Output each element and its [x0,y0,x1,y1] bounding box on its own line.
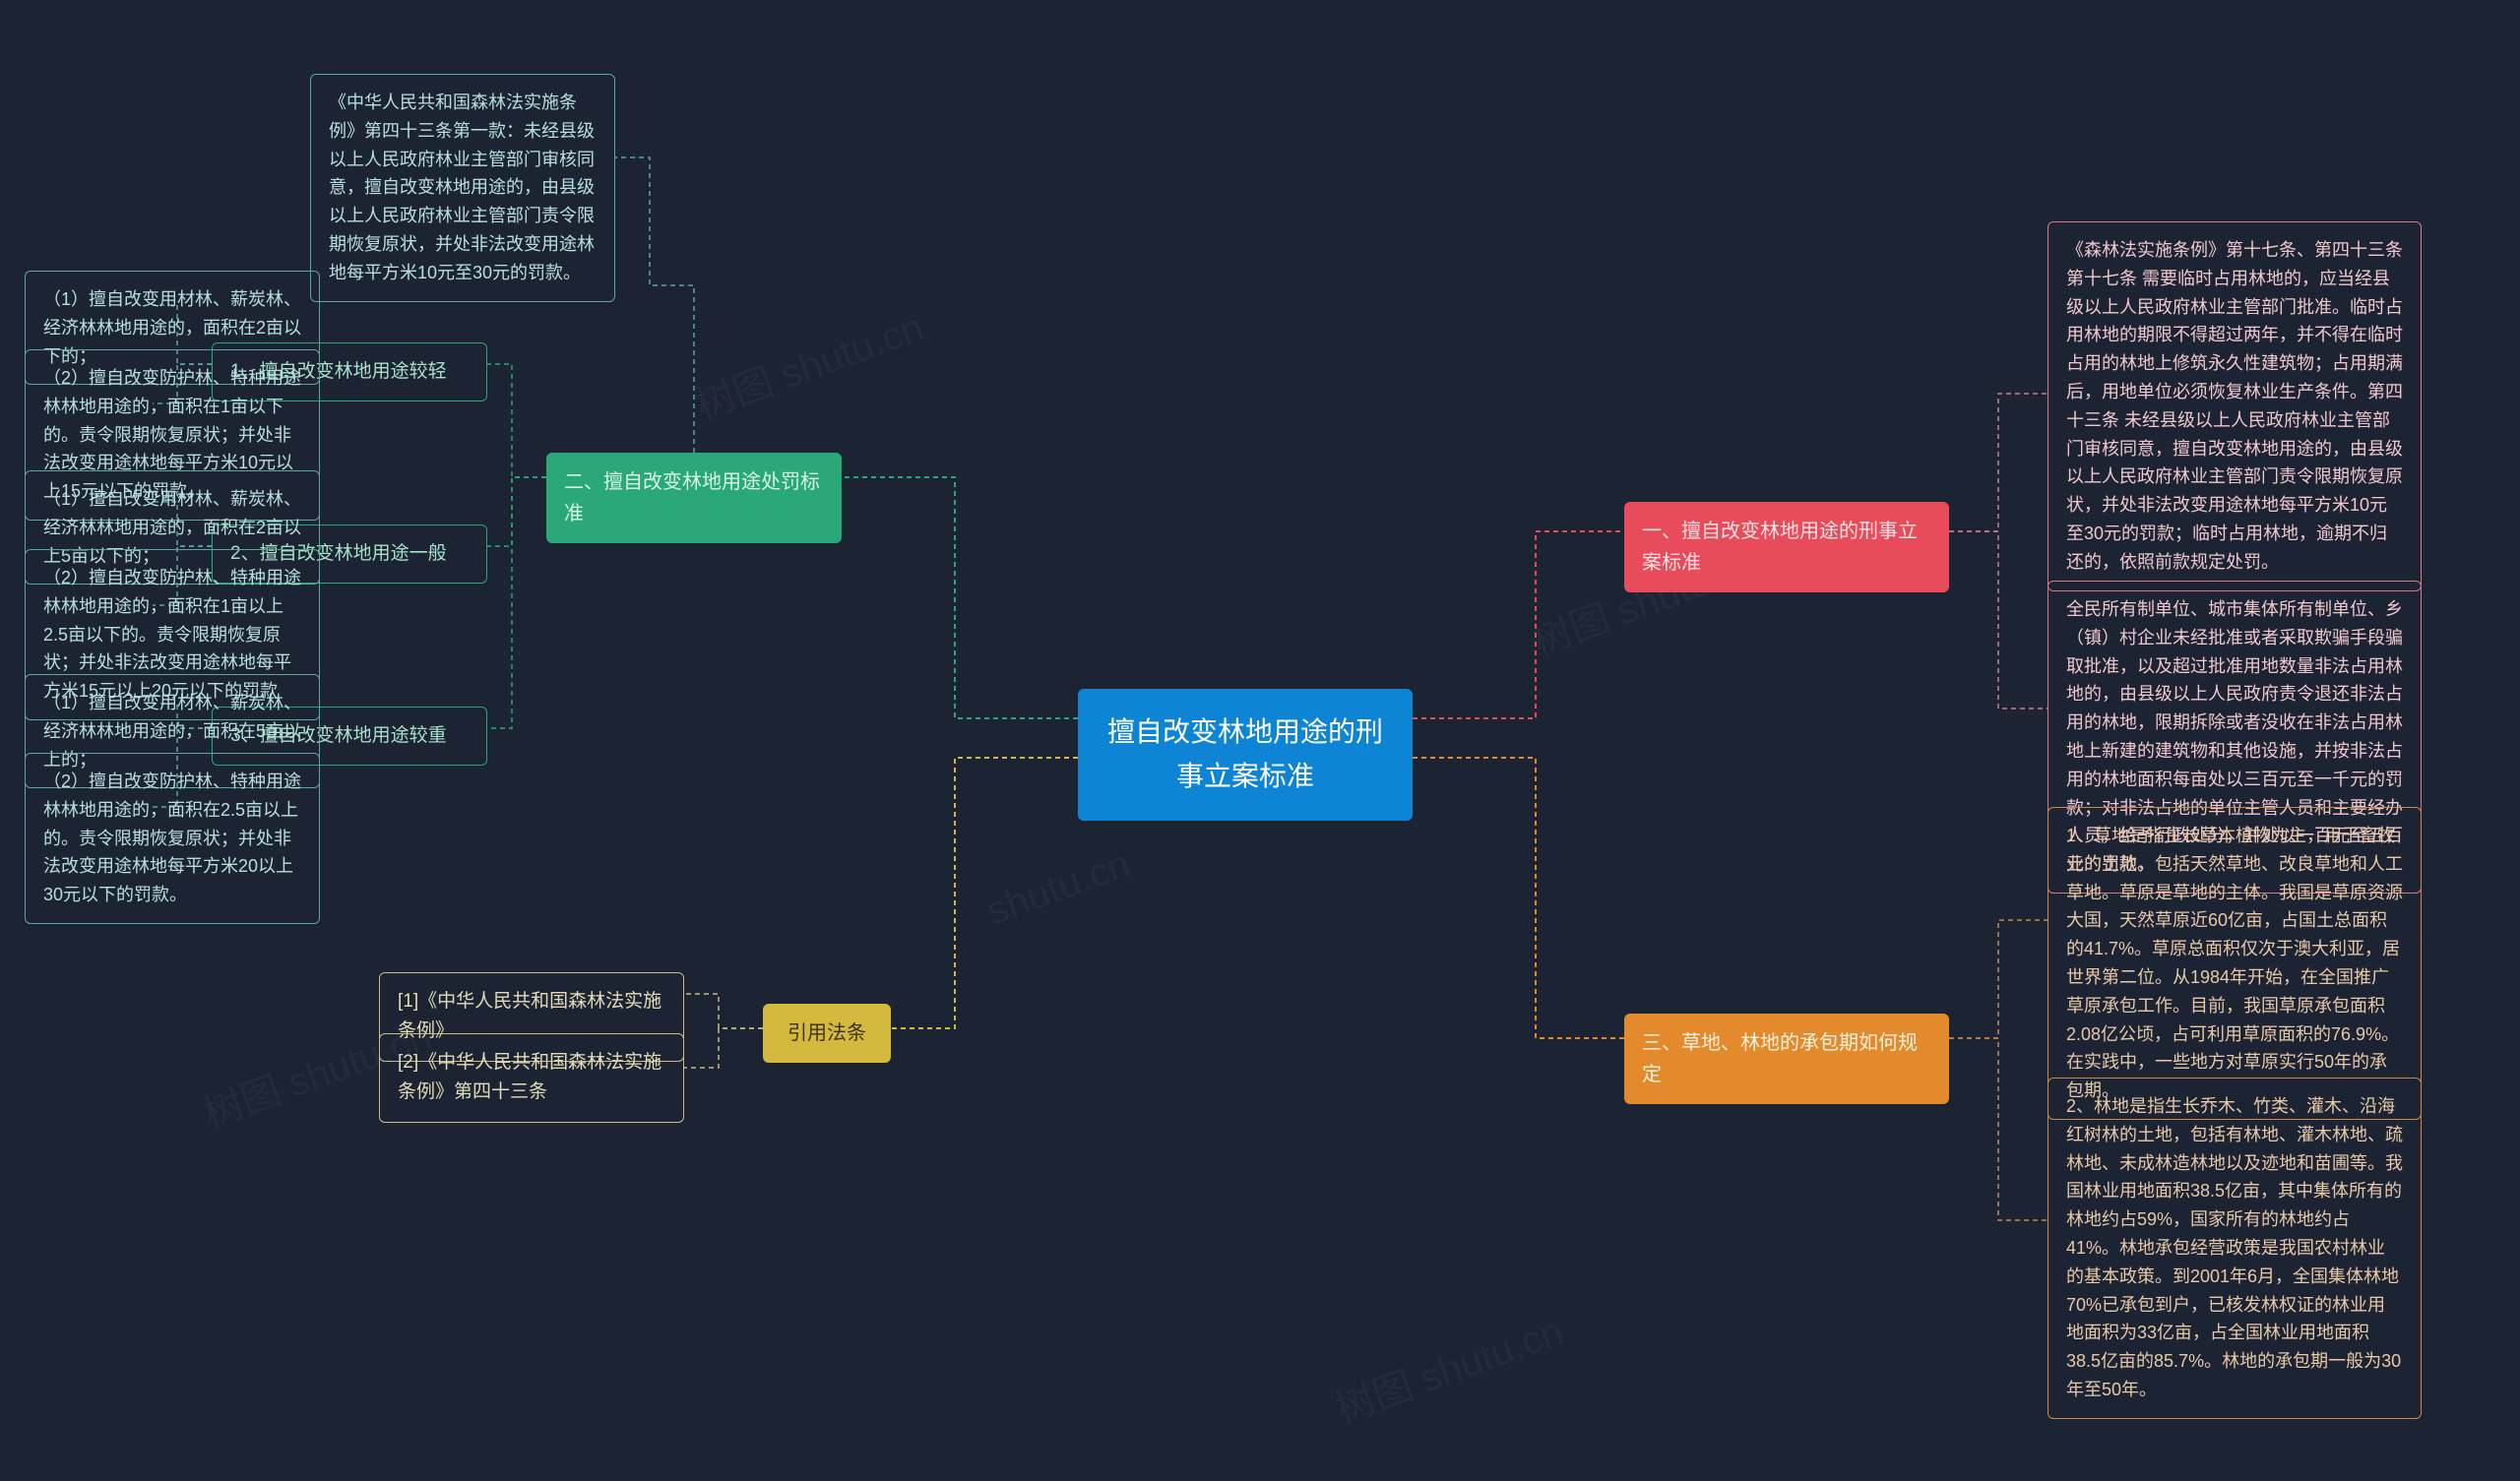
watermark: shutu.cn [981,841,1136,934]
branch1-node[interactable]: 一、擅自改变林地用途的刑事立案标准 [1624,502,1949,592]
root-node[interactable]: 擅自改变林地用途的刑事立案标准 [1078,689,1413,821]
branch3-leaf2: 2、林地是指生长乔木、竹类、灌木、沿海红树林的土地，包括有林地、灌木林地、疏林地… [2048,1078,2422,1419]
branch2-sub3-2: （2）擅自改变防护林、特种用途林林地用途的，面积在2.5亩以上的。责令限期恢复原… [25,753,320,924]
branch2-intro: 《中华人民共和国森林法实施条例》第四十三条第一款：未经县级以上人民政府林业主管部… [310,74,615,302]
branch1-leaf1: 《森林法实施条例》第十七条、第四十三条第十七条 需要临时占用林地的，应当经县级以… [2048,221,2422,591]
branch4-node[interactable]: 引用法条 [763,1004,891,1063]
branch3-node[interactable]: 三、草地、林地的承包期如何规定 [1624,1014,1949,1104]
branch4-leaf2: [2]《中华人民共和国森林法实施条例》第四十三条 [379,1033,684,1123]
watermark: 树图 shutu.cn [686,295,930,430]
branch2-node[interactable]: 二、擅自改变林地用途处罚标准 [546,453,842,543]
watermark: 树图 shutu.cn [1326,1299,1570,1434]
branch3-leaf1: 1、草地是指生长草本植物为主，用于畜牧业的土地，包括天然草地、改良草地和人工草地… [2048,807,2422,1120]
